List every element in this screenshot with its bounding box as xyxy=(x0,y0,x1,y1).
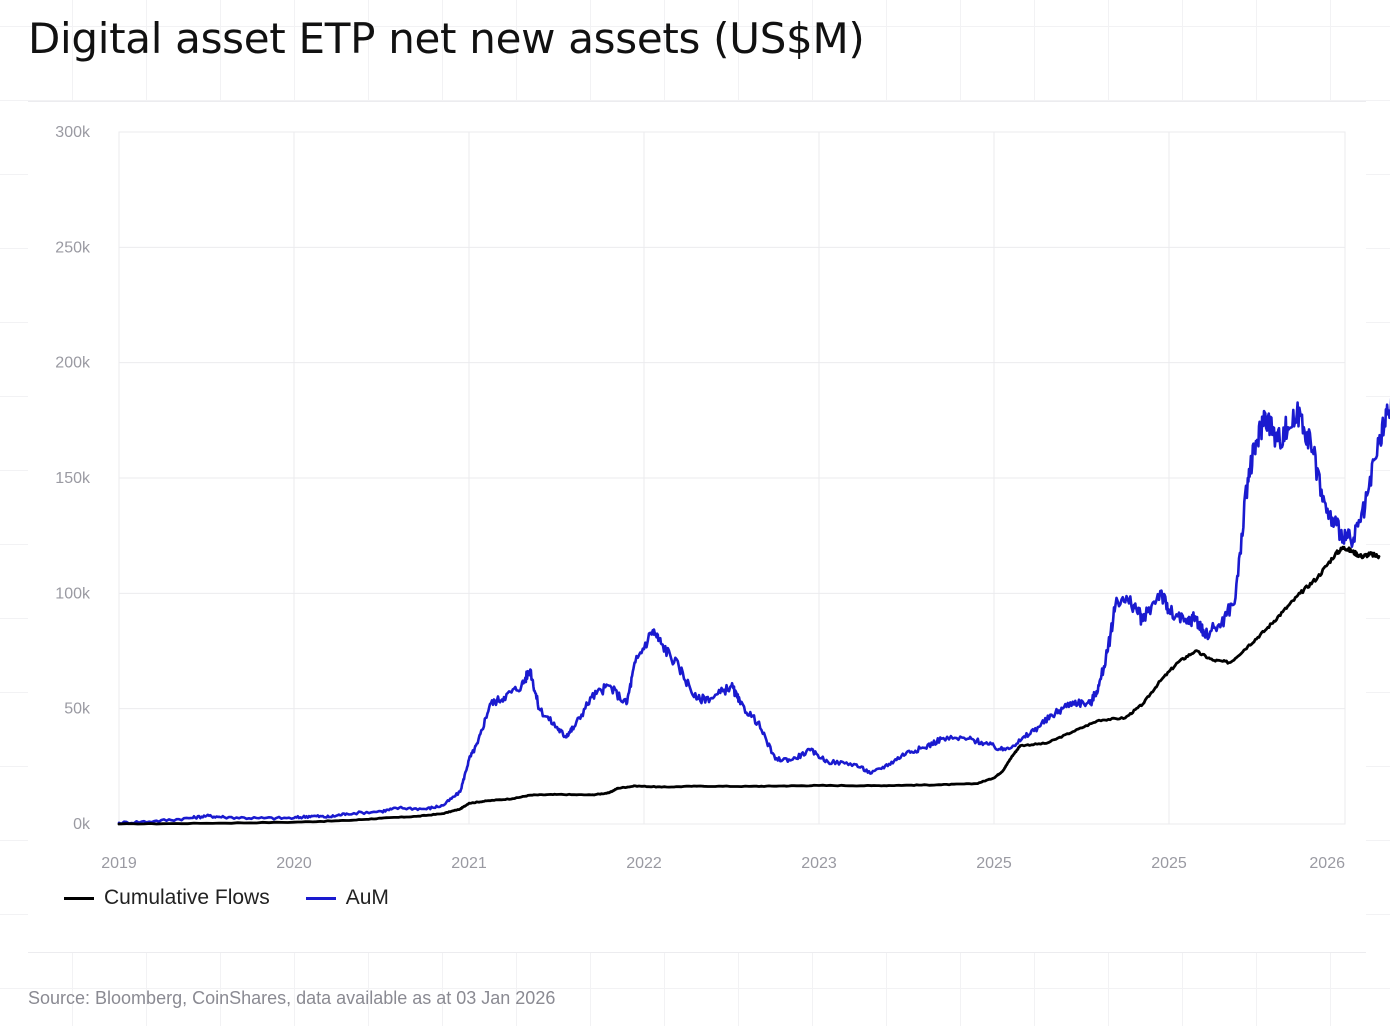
x-tick-label: 2025 xyxy=(1151,855,1187,872)
x-tick-label: 2020 xyxy=(276,855,312,872)
source-note: Source: Bloomberg, CoinShares, data avai… xyxy=(28,988,556,1008)
legend-item-aum[interactable]: AuM xyxy=(305,886,389,910)
y-axis-ticks: 0k 50k 100k 150k 200k 250k 300k xyxy=(55,124,91,833)
series-lines xyxy=(117,397,1390,826)
grid-lines xyxy=(118,131,1346,825)
legend: Cumulative Flows AuM xyxy=(64,886,425,910)
x-axis-ticks: 2019 2020 2021 2022 2023 2025 2025 2026 xyxy=(101,855,1345,872)
y-tick-label: 0k xyxy=(73,816,91,833)
legend-swatch-aum xyxy=(305,896,336,900)
x-tick-label: 2025 xyxy=(976,855,1012,872)
y-tick-label: 250k xyxy=(55,239,91,256)
x-tick-label: 2023 xyxy=(801,855,837,872)
y-tick-label: 50k xyxy=(64,701,91,718)
y-tick-label: 300k xyxy=(55,124,91,141)
legend-label-aum: AuM xyxy=(345,886,389,909)
x-tick-label: 2026 xyxy=(1309,855,1345,872)
x-tick-label: 2021 xyxy=(451,855,487,872)
legend-label-cumulative-flows: Cumulative Flows xyxy=(104,886,270,909)
x-tick-label: 2019 xyxy=(101,855,137,872)
legend-swatch-cumulative-flows xyxy=(64,896,94,900)
chart-title: Digital asset ETP net new assets (US$M) xyxy=(28,14,865,63)
series-line-cumulative-flows xyxy=(117,545,1381,826)
x-tick-label: 2022 xyxy=(626,855,662,872)
series-line-aum xyxy=(117,397,1390,826)
legend-item-cumulative-flows[interactable]: Cumulative Flows xyxy=(64,886,270,910)
y-tick-label: 200k xyxy=(55,355,91,372)
chart-card xyxy=(28,101,1366,953)
y-tick-label: 150k xyxy=(55,470,91,487)
y-tick-label: 100k xyxy=(55,585,91,602)
